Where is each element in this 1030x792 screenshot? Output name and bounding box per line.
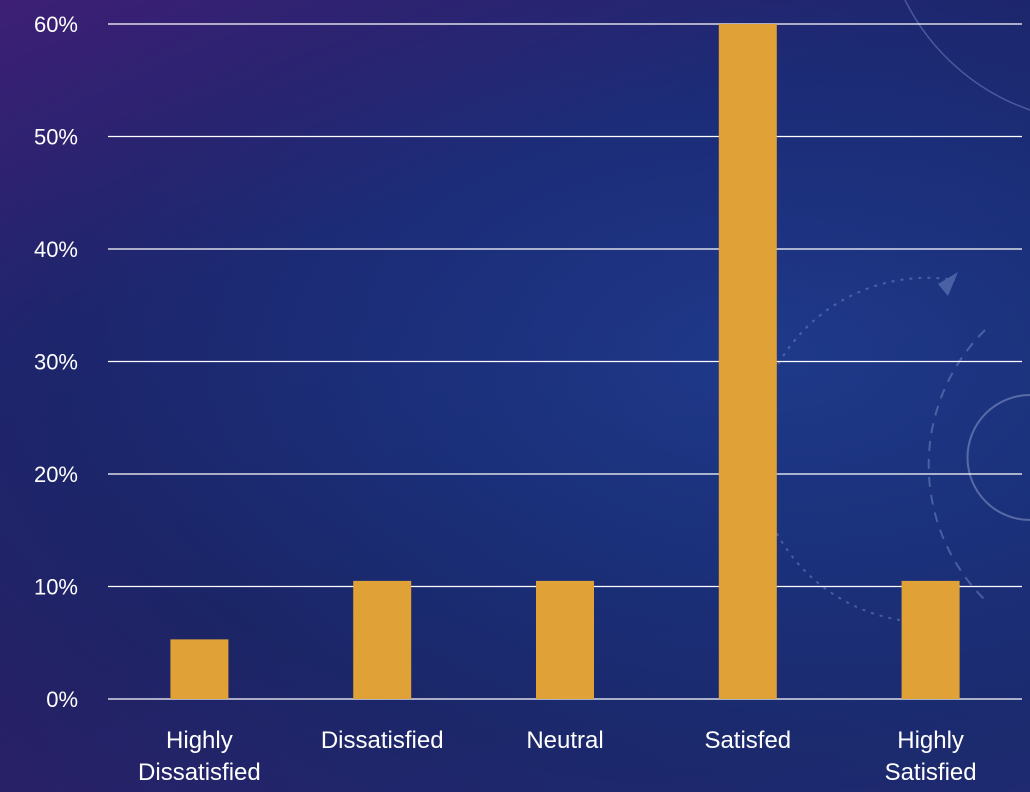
x-category-label: Highly Satisfied	[885, 727, 977, 786]
x-category-label-line: Satisfied	[885, 759, 977, 786]
x-category-label-line: Dissatisfied	[138, 759, 261, 786]
bar-satisfed	[719, 24, 777, 699]
background-decoration	[755, 0, 1030, 620]
x-category-label-line: Highly	[897, 727, 964, 754]
y-tick-label: 60%	[34, 12, 78, 37]
bar-highly-satisfied	[902, 581, 960, 699]
y-tick-label: 0%	[46, 687, 78, 712]
y-tick-label: 40%	[34, 237, 78, 262]
x-category-label: Dissatisfied	[321, 727, 444, 754]
y-tick-label: 10%	[34, 575, 78, 600]
y-tick-label: 50%	[34, 125, 78, 150]
bar-dissatisfied	[353, 581, 411, 699]
bar-highly-dissatisfied	[170, 639, 228, 699]
y-tick-label: 20%	[34, 462, 78, 487]
bar-neutral	[536, 581, 594, 699]
x-category-label: Satisfed	[704, 727, 791, 754]
x-category-label: Neutral	[526, 727, 603, 754]
y-tick-label: 30%	[34, 350, 78, 375]
x-category-label-line: Neutral	[526, 727, 603, 754]
x-category-label: Highly Dissatisfied	[138, 727, 261, 786]
x-category-label-line: Highly	[166, 727, 233, 754]
x-category-label-line: Dissatisfied	[321, 727, 444, 754]
x-category-label-line: Satisfed	[704, 727, 791, 754]
